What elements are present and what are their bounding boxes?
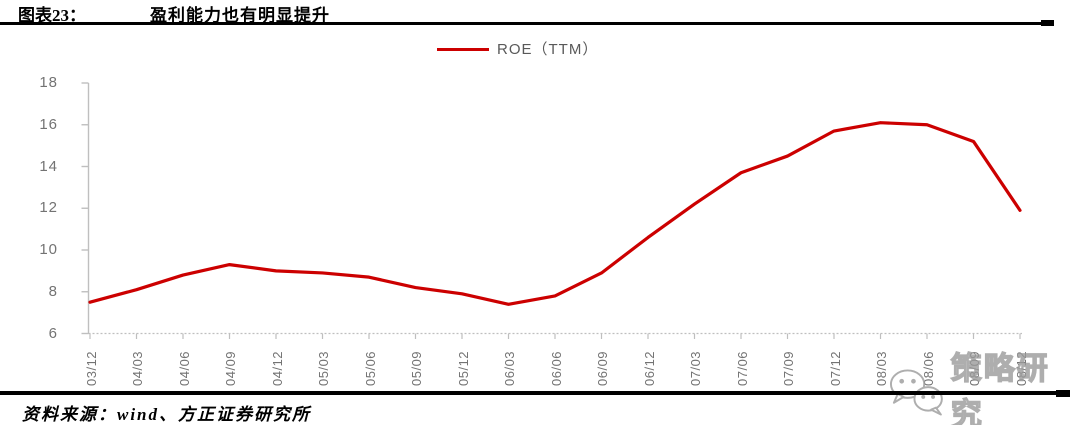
y-tick-label: 12	[39, 199, 58, 217]
x-tick-label: 08/12	[1013, 350, 1029, 386]
x-tick-label: 04/09	[223, 350, 238, 386]
footer-rule	[0, 391, 1058, 395]
y-tick-label: 6	[48, 324, 58, 342]
header-rule-cap	[1041, 20, 1054, 26]
x-tick-label: 05/03	[316, 350, 331, 386]
x-tick-label: 03/12	[83, 350, 99, 386]
x-tick-label: 04/06	[176, 350, 192, 386]
footer-rule-cap	[1056, 390, 1070, 397]
x-tick-label: 04/12	[269, 350, 285, 386]
legend: ROE（TTM）	[437, 38, 598, 59]
roe-ttm-line-chart	[81, 82, 1022, 339]
x-tick-label: 08/03	[874, 350, 889, 386]
figure-title: 盈利能力也有明显提升	[150, 6, 330, 25]
x-tick-label: 07/06	[734, 350, 750, 386]
header-rule	[0, 22, 1041, 25]
x-tick-label: 07/09	[781, 350, 796, 386]
x-tick-label: 05/06	[362, 350, 378, 386]
y-tick-label: 8	[48, 282, 58, 300]
x-tick-label: 04/03	[130, 350, 145, 386]
y-tick-label: 16	[39, 115, 58, 133]
x-tick-label: 07/03	[688, 350, 703, 386]
x-tick-label: 05/09	[409, 350, 424, 386]
legend-label: ROE（TTM）	[497, 41, 599, 58]
x-tick-label: 06/03	[502, 350, 517, 386]
x-tick-label: 06/09	[595, 350, 610, 386]
x-tick-label: 07/12	[827, 350, 843, 386]
roe-line-legend-marker	[437, 48, 489, 51]
x-tick-label: 08/06	[920, 350, 936, 386]
x-tick-label: 05/12	[455, 350, 471, 386]
x-tick-label: 08/09	[967, 350, 982, 386]
figure-label: 图表23：	[18, 6, 86, 25]
x-tick-label: 06/12	[641, 350, 657, 386]
y-tick-label: 18	[39, 74, 58, 91]
x-tick-label: 06/06	[548, 350, 564, 386]
y-tick-label: 10	[39, 241, 58, 258]
source-text: 资料来源：wind、方正证券研究所	[22, 405, 312, 424]
y-tick-label: 14	[39, 157, 58, 175]
